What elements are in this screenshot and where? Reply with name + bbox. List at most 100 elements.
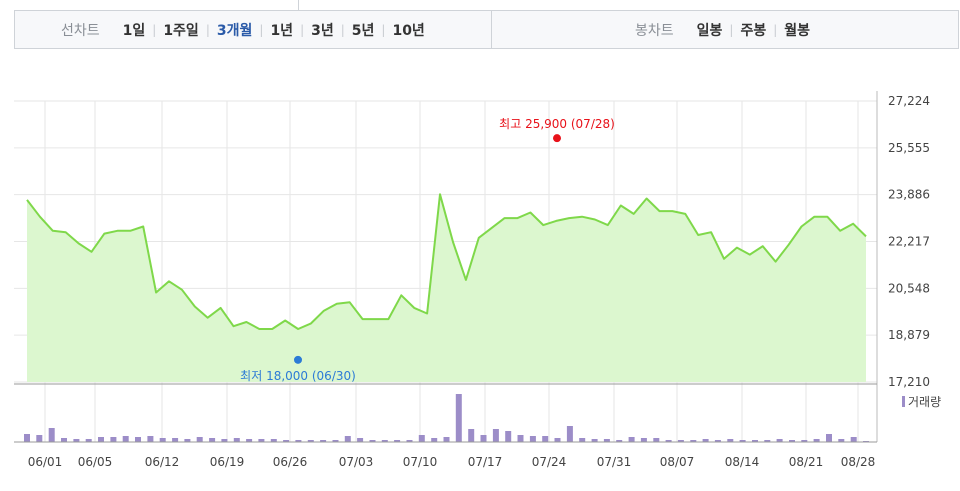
volume-bar [24,434,30,442]
volume-legend-swatch [902,396,905,407]
volume-bar [307,440,314,442]
volume-bar [850,437,857,442]
x-tick-label: 08/14 [725,455,760,469]
tab-daily-candle[interactable]: 일봉 [696,22,723,39]
tab-1w[interactable]: 1주일 [163,22,199,39]
annotation-layer: 최고 25,900 (07/28) 최저 18,000 (06/30) [240,117,615,383]
x-tick-label: 08/28 [841,455,876,469]
volume-bar [517,435,524,442]
volume-bar [406,440,413,442]
x-tick-label: 06/12 [145,455,180,469]
axis-layer: 27,224 25,555 23,886 22,217 20,548 18,879 17,2… [14,91,941,469]
volume-bar [283,440,290,442]
volume-bar [48,428,55,442]
tab-10y[interactable]: 10년 [392,22,425,39]
volume-bar [147,436,154,442]
tab-separator: | [773,22,778,37]
y-tick-label: 27,224 [888,94,930,108]
volume-bar [653,438,660,442]
price-area-fill [27,194,866,382]
price-area-layer [26,193,867,382]
tab-separator: | [259,22,264,37]
x-tick-label: 06/26 [273,455,308,469]
volume-bar [172,438,179,442]
volume-bar [739,440,746,442]
volume-layer [24,394,869,442]
volume-bar [295,440,302,442]
x-tick-label: 07/17 [468,455,503,469]
y-tick-label: 18,879 [888,328,930,342]
volume-bar [628,437,635,442]
tab-separator: | [152,22,157,37]
tab-separator: | [300,22,305,37]
tab-weekly-candle[interactable]: 주봉 [740,22,767,39]
tab-1d[interactable]: 1일 [122,22,146,39]
tabbar-divider [491,11,492,48]
volume-bar [801,440,808,442]
x-tick-label: 07/31 [597,455,632,469]
volume-bar [36,435,43,442]
y-tick-label: 25,555 [888,141,930,155]
x-tick-label: 06/05 [78,455,113,469]
line-chart-period-group: 선차트 1일 | 1주일 | 3개월 | 1년 | 3년 | 5년 | 10년 [61,11,432,48]
volume-bar [196,437,203,442]
tab-separator: | [340,22,345,37]
volume-bar [357,438,364,442]
volume-bar [85,439,92,442]
volume-bar [394,440,401,442]
volume-bar [826,434,832,442]
tab-3m[interactable]: 3개월 [216,22,253,39]
volume-bar [492,429,499,442]
volume-bar [159,438,166,442]
tab-separator: | [205,22,210,37]
x-tick-label: 06/19 [210,455,245,469]
volume-bar [727,439,734,442]
volume-bar [61,438,67,442]
tab-monthly-candle[interactable]: 월봉 [784,22,811,39]
top-frame-line [298,0,299,10]
volume-legend-label: 거래량 [908,395,941,409]
x-tick-label: 07/03 [339,455,374,469]
low-label: 최저 18,000 (06/30) [240,369,356,383]
volume-bar [209,438,216,442]
volume-bar [480,435,487,442]
volume-bar [73,439,80,442]
tab-separator: | [381,22,386,37]
volume-bar [332,440,339,442]
volume-bar [542,436,549,442]
volume-bar [665,440,672,442]
candle-chart-label: 봉차트 [635,22,674,39]
x-tick-label: 07/10 [403,455,438,469]
volume-bar [702,439,709,442]
x-tick-label: 08/21 [789,455,824,469]
volume-bar [233,438,240,442]
tab-5y[interactable]: 5년 [351,22,375,39]
tab-1y[interactable]: 1년 [270,22,294,39]
candle-chart-group: 봉차트 일봉 | 주봉 | 월봉 [635,11,817,48]
volume-bar [431,438,438,442]
x-tick-label: 06/01 [28,455,63,469]
volume-bar [110,437,117,442]
volume-bar [344,436,351,442]
volume-bar [616,440,623,442]
volume-bar [418,435,425,442]
volume-bar [381,440,388,442]
y-tick-label: 17,210 [888,375,930,389]
volume-bar [690,440,697,442]
volume-bar [813,439,820,442]
volume-bar [320,440,327,442]
y-tick-label: 20,548 [888,281,930,295]
tab-separator: | [729,22,734,37]
volume-bar [221,439,228,442]
price-line [26,193,867,330]
volume-bar [369,440,376,442]
volume-bar [640,438,647,442]
high-label: 최고 25,900 (07/28) [499,117,615,131]
tab-3y[interactable]: 3년 [311,22,334,39]
volume-bar [764,440,771,442]
volume-bar [554,438,561,442]
low-marker [294,355,302,364]
volume-bar [776,439,783,442]
high-marker [553,134,561,143]
